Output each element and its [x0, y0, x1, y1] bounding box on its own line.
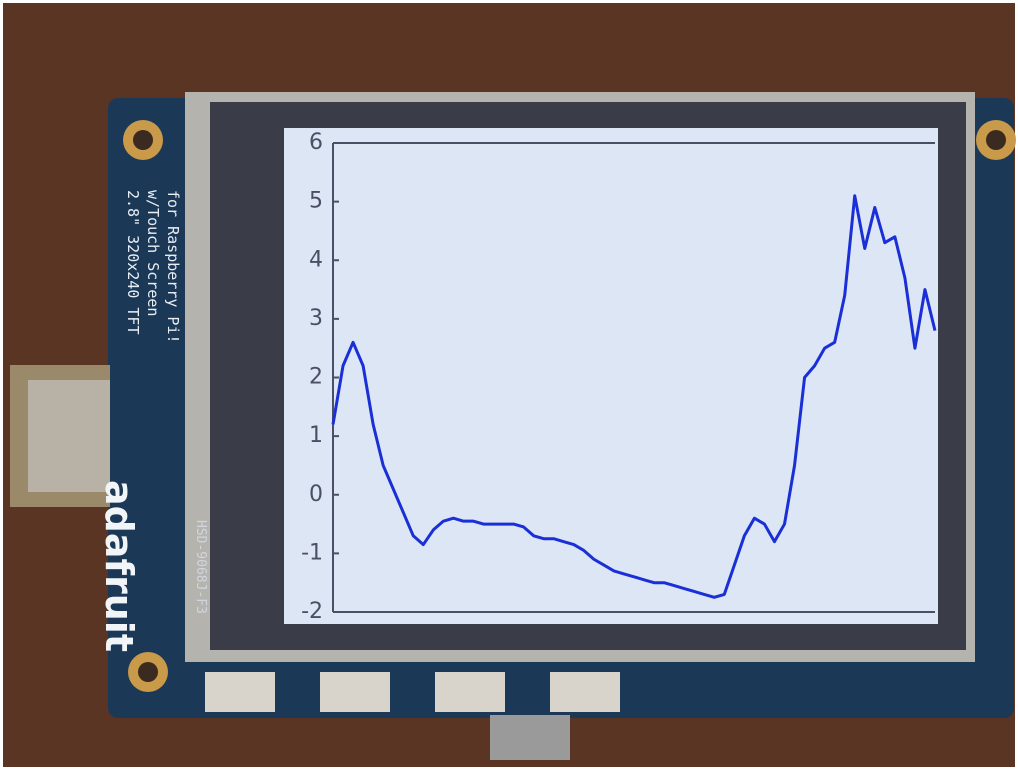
brand-logo: adafruit — [97, 480, 141, 652]
mount-hole-center — [986, 130, 1006, 150]
button — [435, 672, 505, 712]
button — [205, 672, 275, 712]
plot-background — [284, 128, 938, 624]
audio-jack — [490, 715, 570, 760]
y-tick-label: 4 — [309, 247, 323, 272]
data-line — [331, 194, 937, 599]
button — [550, 672, 620, 712]
board-label: for Raspberry Pi! — [164, 190, 182, 344]
mount-hole-center — [133, 130, 153, 150]
y-tick-label: 2 — [309, 365, 323, 390]
y-tick-label: 3 — [309, 306, 323, 331]
board-label: 2.8" 320x240 TFT — [124, 190, 142, 335]
y-tick-label: -2 — [301, 599, 323, 624]
y-tick-label: 5 — [309, 189, 323, 214]
y-tick-label: 1 — [309, 423, 323, 448]
y-tick-label: -1 — [301, 540, 323, 565]
panel-code: HSD-9068J-F3 — [193, 520, 208, 614]
usb-port-inner — [28, 380, 110, 492]
y-tick-label: 6 — [309, 130, 323, 155]
button — [320, 672, 390, 712]
y-tick-label: 0 — [309, 482, 323, 507]
board-label: w/Touch Screen — [144, 190, 162, 316]
mount-hole-center — [138, 662, 158, 682]
